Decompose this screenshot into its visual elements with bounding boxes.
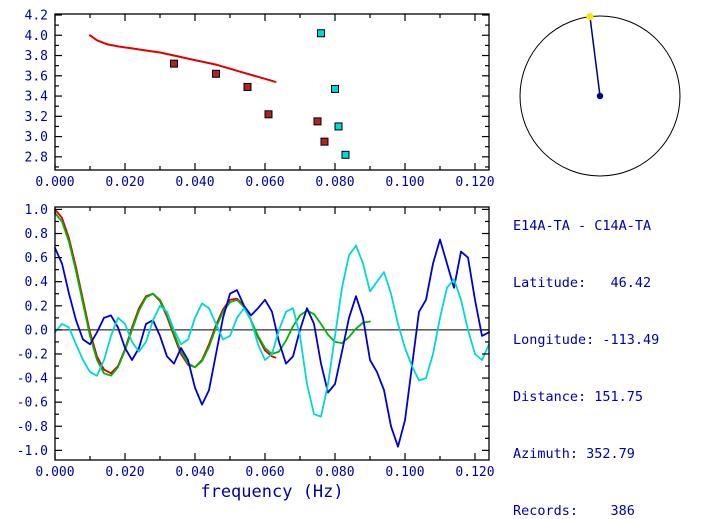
x-tick-label: 0.060 [245,175,284,190]
picked-points-cyan-marker [317,29,325,38]
y-tick-label: 3.2 [25,110,48,125]
y-tick-label: 0.8 [25,227,48,242]
y-tick-label: -0.6 [17,396,48,411]
spectrum-cyan-curve [54,244,490,418]
x-tick-label: 0.020 [105,465,144,480]
y-tick-label: 1.0 [25,203,48,218]
x-tick-label: 0.120 [455,175,494,190]
distance-row: Distance: 151.75 [513,389,644,405]
y-tick-label: 0.0 [25,323,48,338]
axis-frame [54,206,490,461]
great-circle [519,15,681,177]
azimuth-panel [519,13,681,177]
x-tick-label: 0.100 [385,465,424,480]
waveform-chart: 0.000 0.020 0.040 0.060 0.080 0.100 0.120 -1.0 -… [17,203,495,502]
picked-points-cyan-marker [331,84,339,93]
model-dispersion-curve-curve [89,34,277,83]
latitude-row: Latitude: 46.42 [513,275,652,291]
azimuth-row: Azimuth: 352.79 [513,446,635,462]
x-tick-label: 0.000 [35,175,74,190]
y-tick-label: -1.0 [17,444,48,459]
x-tick-label: 0.080 [315,175,354,190]
y-tick-label: -0.4 [17,372,48,387]
y-tick-label: 3.0 [25,130,48,145]
picked-points-red-marker [264,110,273,119]
y-tick-label: -0.2 [17,347,48,362]
records-row: Records: 386 [513,503,635,519]
x-axis-label: frequency (Hz) [200,482,343,502]
y-tick-label: 0.4 [25,275,49,290]
picked-points-red-marker [320,137,329,146]
y-tick-label: 0.6 [25,251,48,266]
y-tick-label: 2.8 [25,150,48,165]
x-tick-label: 0.080 [315,465,354,480]
picked-points-cyan-marker [334,122,343,131]
station-dot-remote [586,13,594,21]
y-tick-label: 4.0 [25,29,48,44]
y-tick-label: 4.2 [25,9,48,24]
y-tick-label: 3.8 [25,49,48,64]
azimuth-path-line [589,16,601,97]
info-panel: E14A-TA - C14A-TA Latitude: 46.42 Longit… [513,179,659,519]
dispersion-chart: 0.000 0.020 0.040 0.060 0.080 0.100 0.120 2.8 3.… [25,9,495,190]
picked-points-red-marker [170,59,178,68]
station-pair-title: E14A-TA - C14A-TA [513,218,652,234]
picked-points-cyan-marker [341,150,350,159]
y-tick-label: 3.6 [25,69,48,84]
spectrum-blue-curve [54,238,490,448]
x-tick-label: 0.040 [175,175,214,190]
coherence-green-curve [54,212,371,377]
x-tick-label: 0.020 [105,175,144,190]
x-tick-label: 0.120 [455,465,494,480]
y-tick-label: -0.8 [17,420,48,435]
y-tick-label: 0.2 [25,299,48,314]
x-tick-label: 0.100 [385,175,424,190]
longitude-row: Longitude: -113.49 [513,332,660,348]
picked-points-red-marker [212,69,220,78]
y-tick-label: 3.4 [25,90,49,105]
picked-points-red-marker [243,82,252,91]
x-tick-label: 0.060 [245,465,284,480]
picked-points-red-marker [313,117,322,126]
station-dot-center [596,92,604,100]
x-tick-label: 0.040 [175,465,214,480]
axis-frame [54,13,490,171]
x-tick-label: 0.000 [35,465,74,480]
